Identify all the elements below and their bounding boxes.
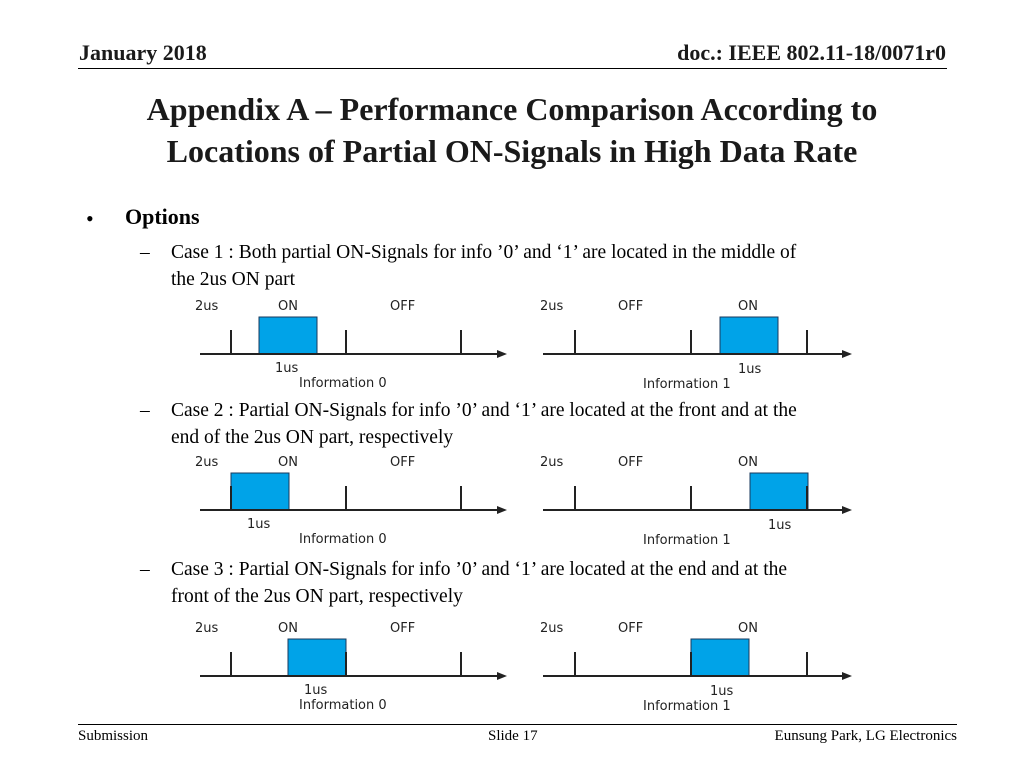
header-doc-id: doc.: IEEE 802.11-18/0071r0 [677, 40, 946, 65]
label-off: OFF [390, 299, 415, 314]
label-on: ON [738, 621, 758, 636]
label-1us: 1us [738, 362, 762, 377]
case-2-diagram-info0: 2us ON OFF 1us Information 0 [195, 452, 515, 548]
partial-on-pulse [749, 472, 809, 511]
partial-on-pulse [287, 638, 347, 677]
dash-marker: – [140, 559, 150, 580]
diagram-caption: Information 0 [299, 698, 387, 713]
case-2-line1: Case 2 : Partial ON-Signals for info ’0’… [171, 400, 797, 421]
partial-on-pulse [690, 638, 750, 677]
axis-arrow-icon [497, 506, 507, 514]
case-2-diagram-info1: 2us OFF ON 1us Information 1 [540, 452, 860, 548]
label-2us: 2us [195, 455, 219, 470]
bullet-options: Options [125, 204, 200, 229]
label-off: OFF [618, 621, 643, 636]
axis-arrow-icon [842, 350, 852, 358]
diagram-caption: Information 1 [643, 533, 731, 548]
footer-slide-number: Slide 17 [488, 728, 538, 744]
label-off: OFF [390, 621, 415, 636]
label-on: ON [278, 299, 298, 314]
axis-arrow-icon [842, 506, 852, 514]
axis-arrow-icon [497, 672, 507, 680]
slide-title: Appendix A – Performance Comparison Acco… [60, 88, 964, 172]
slide-title-line1: Appendix A – Performance Comparison Acco… [146, 91, 878, 127]
label-on: ON [738, 299, 758, 314]
dash-marker: – [140, 242, 150, 263]
label-off: OFF [390, 455, 415, 470]
partial-on-pulse [258, 316, 318, 355]
axis-arrow-icon [497, 350, 507, 358]
label-1us: 1us [710, 684, 734, 699]
case-1-line2: the 2us ON part [171, 269, 296, 290]
label-on: ON [278, 455, 298, 470]
partial-on-pulse [719, 316, 779, 355]
diagram-caption: Information 0 [299, 376, 387, 391]
header-date: January 2018 [79, 40, 207, 65]
label-on: ON [738, 455, 758, 470]
label-2us: 2us [540, 455, 564, 470]
diagram-caption: Information 0 [299, 532, 387, 547]
dash-marker: – [140, 400, 150, 421]
label-2us: 2us [540, 299, 564, 314]
case-1-diagram-info0: 2us ON OFF 1us Information 0 [195, 296, 515, 392]
case-3-line1: Case 3 : Partial ON-Signals for info ’0’… [171, 559, 788, 580]
label-2us: 2us [195, 621, 219, 636]
bullet-marker: • [86, 206, 94, 231]
case-1-line1: Case 1 : Both partial ON-Signals for inf… [171, 242, 797, 263]
diagram-caption: Information 1 [643, 377, 731, 392]
label-1us: 1us [247, 517, 271, 532]
label-1us: 1us [768, 518, 792, 533]
label-2us: 2us [195, 299, 219, 314]
label-2us: 2us [540, 621, 564, 636]
label-off: OFF [618, 299, 643, 314]
case-3-diagram-info1: 2us OFF ON 1us Information 1 [540, 618, 860, 714]
case-3-diagram-info0: 2us ON OFF 1us Information 0 [195, 618, 515, 714]
axis-arrow-icon [842, 672, 852, 680]
partial-on-pulse [230, 472, 290, 511]
case-2-line2: end of the 2us ON part, respectively [171, 427, 454, 448]
footer-submission: Submission [78, 728, 149, 744]
diagram-caption: Information 1 [643, 699, 731, 714]
footer-author: Eunsung Park, LG Electronics [774, 728, 957, 744]
case-1-diagram-info1: 2us OFF ON 1us Information 1 [540, 296, 860, 392]
label-on: ON [278, 621, 298, 636]
footer-rule [78, 724, 957, 725]
label-off: OFF [618, 455, 643, 470]
slide-title-line2: Locations of Partial ON-Signals in High … [166, 133, 858, 169]
label-1us: 1us [304, 683, 328, 698]
header-rule [78, 68, 947, 69]
label-1us: 1us [275, 361, 299, 376]
case-3-line2: front of the 2us ON part, respectively [171, 586, 463, 607]
